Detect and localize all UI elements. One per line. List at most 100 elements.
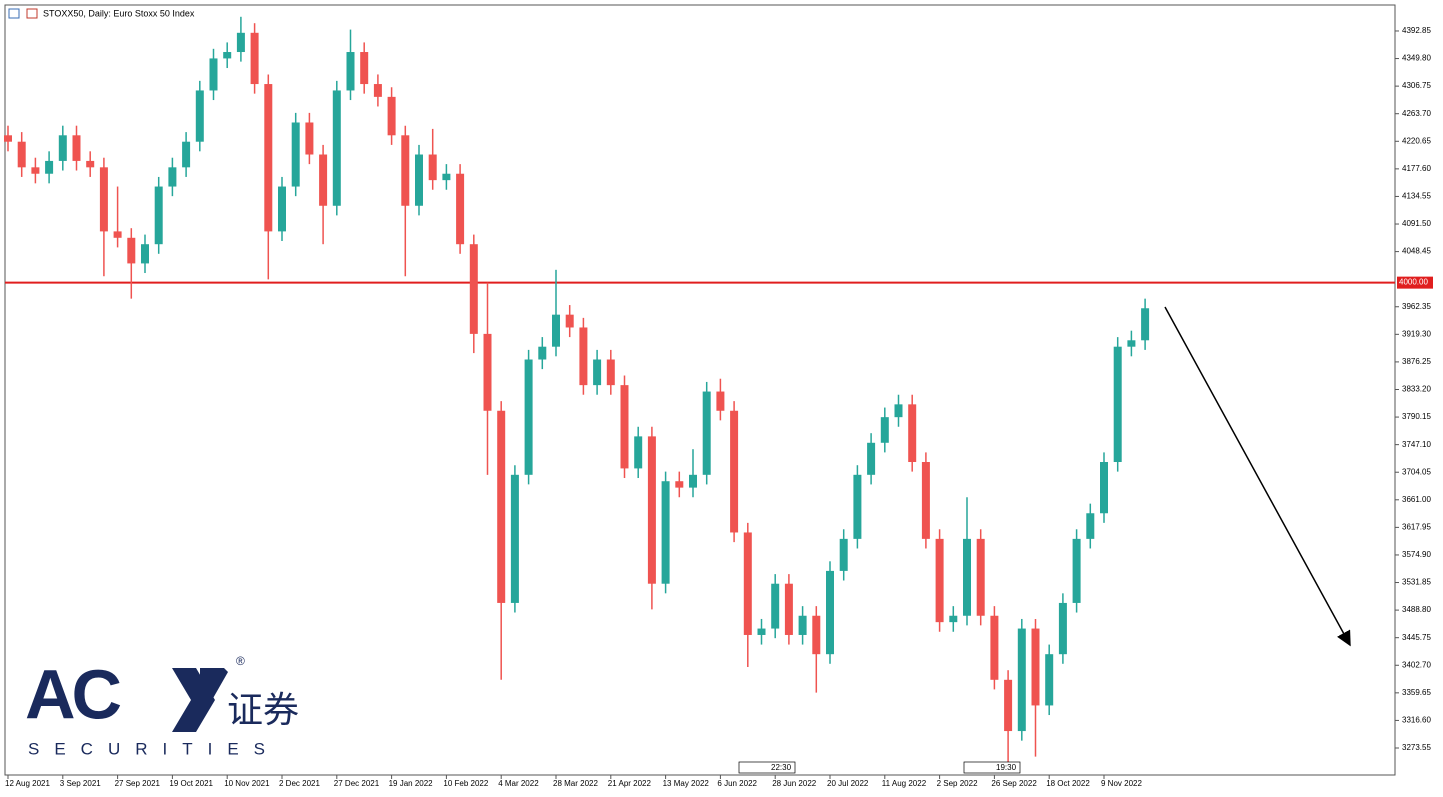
y-tick-label: 4306.75 [1402,81,1431,90]
y-tick-label: 4134.55 [1402,192,1431,201]
candle-body [291,122,300,187]
candle-body [661,481,670,584]
candle-body [360,52,369,85]
candle-body [428,154,437,181]
candle-body [168,167,177,187]
candle-body [1017,628,1026,732]
candle-body [154,186,163,245]
y-tick-label: 4177.60 [1402,164,1431,173]
candle-body [17,141,26,168]
candle-body [1113,346,1122,463]
candle-body [1031,628,1040,706]
y-tick-label: 3833.20 [1402,385,1431,394]
candle-body [935,538,944,623]
y-tick-label: 3316.60 [1402,716,1431,725]
x-tick-label: 21 Apr 2022 [608,779,652,788]
candle-body [812,615,821,655]
y-tick-label: 3359.65 [1402,688,1431,697]
candle-body [497,410,506,603]
y-tick-label: 3704.05 [1402,467,1431,476]
title-icon [8,8,38,19]
candle-body [305,122,314,155]
candle-body [373,84,382,97]
x-tick-label: 3 Sep 2021 [60,779,101,788]
candle-body [702,391,711,475]
candle-body [826,570,834,655]
y-tick-label: 3445.75 [1402,633,1431,642]
candle-body [1004,679,1013,732]
candle-body [223,52,232,59]
candle-body [113,231,122,238]
x-tick-label: 10 Nov 2021 [224,779,270,788]
candle-body [730,410,739,533]
candle-body [442,173,451,181]
x-tick-label: 26 Sep 2022 [991,779,1037,788]
x-tick-label: 2 Sep 2022 [937,779,978,788]
x-tick-label: 28 Mar 2022 [553,779,598,788]
x-tick-label: 27 Dec 2021 [334,779,380,788]
y-tick-label: 3531.85 [1402,578,1431,587]
candle-body [675,481,684,488]
y-tick-label: 4349.80 [1402,54,1431,63]
candle-body [784,583,793,635]
x-tick-label: 11 Aug 2022 [882,779,927,788]
x-tick-label: 9 Nov 2022 [1101,779,1142,788]
level-label: 4000.00 [1399,278,1428,287]
y-tick-label: 3790.15 [1402,412,1431,421]
logo-mark: ® [236,654,245,668]
candle-body [949,615,958,623]
logo-shape [172,668,228,732]
logo-brand: AC [25,655,121,733]
annotation: 19:30 [996,763,1017,772]
candle-body [4,135,12,142]
candle-body [346,52,355,91]
y-tick-label: 3574.90 [1402,550,1431,559]
y-tick-label: 3962.35 [1402,302,1431,311]
y-tick-label: 4048.45 [1402,247,1431,256]
candle-body [31,167,40,174]
x-tick-label: 19 Jan 2022 [389,779,434,788]
candle-body [757,628,766,635]
candle-body [141,244,149,264]
candle-body [867,442,876,475]
candle-body [853,474,862,539]
candle-body [620,385,629,469]
candle-body [647,436,656,584]
candle-body [593,359,602,386]
candle-body [264,84,273,232]
logo-sub: SECURITIES [28,739,280,758]
candle-body [634,436,643,469]
candle-body [538,346,547,360]
candle-body [401,135,410,206]
candle-body [127,237,136,264]
candle-body [319,154,328,206]
candle-body [894,404,903,418]
candle-body [880,417,889,443]
candle-body [278,186,286,232]
candle-body [606,359,615,386]
candle-body [86,160,95,168]
y-tick-label: 3919.30 [1402,329,1431,338]
candle-body [510,474,519,603]
plot-frame [4,4,1396,776]
chart-title: STOXX50, Daily: Euro Stoxx 50 Index [43,8,195,18]
candle-body [798,615,807,635]
candle-body [976,538,985,616]
candle-body [45,160,54,174]
candle-body [921,462,930,539]
x-tick-label: 19 Oct 2021 [169,779,213,788]
candle-body [456,173,465,245]
candle-body [58,135,67,161]
level-tag [1397,276,1433,289]
candle-body [99,167,108,232]
annotation: 22:30 [771,763,792,772]
candle-body [908,404,917,463]
time-marker: 22:30 19:30 [738,761,1021,774]
x-tick-label: 10 Feb 2022 [443,779,488,788]
candle-body [689,474,697,488]
candle-body [236,32,245,53]
candle-body [483,333,492,411]
candle-body [209,58,218,91]
candle-body [182,141,191,168]
candle-body [469,244,478,334]
